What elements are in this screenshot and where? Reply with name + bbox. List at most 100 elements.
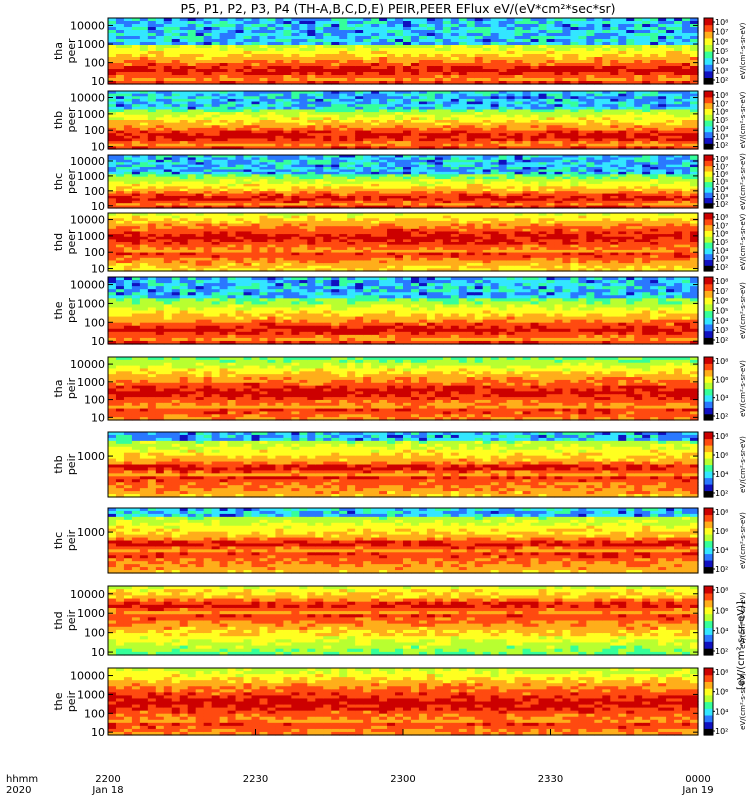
colorbar-units-label: [eV/(cm²-s-sr-eV)]: [736, 601, 747, 690]
y-axis-species-label: peer: [65, 38, 78, 64]
colorbar-tick-label: 10²: [715, 489, 728, 498]
y-tick-label: 10000: [70, 214, 105, 227]
y-tick-label: 1000: [77, 108, 105, 121]
x-tick-date-label: Jan 18: [91, 785, 123, 796]
x-tick-label: 0000: [685, 774, 710, 785]
y-tick-label: 1000: [77, 688, 105, 701]
y-tick-label: 1000: [77, 607, 105, 620]
colorbar-tick-label: 10⁷: [715, 287, 728, 296]
y-axis-species-label: peir: [65, 690, 78, 712]
colorbar-tick-label: 10⁸: [715, 277, 728, 286]
colorbar-tick-label: 10⁶: [715, 451, 728, 460]
heatmap-tha-peer: [108, 18, 699, 85]
y-axis-species-label: peer: [65, 169, 78, 195]
y-tick-label: 10: [91, 726, 105, 739]
y-tick-label: 10: [91, 75, 105, 88]
y-tick-label: 10000: [70, 588, 105, 601]
x-tick-label: 2200: [95, 774, 120, 785]
colorbar-tick-label: 10³: [715, 66, 728, 75]
y-tick-label: 1000: [77, 230, 105, 243]
y-tick-label: 100: [84, 57, 105, 70]
y-tick-label: 1000: [77, 297, 105, 310]
heatmap-thb-peir: [108, 432, 699, 498]
x-axis-label-year: 2020: [6, 785, 31, 796]
x-axis-label-hhmm: hhmm: [6, 774, 38, 785]
colorbar-panel-label: eV/(cm²-s-sr-eV): [739, 213, 747, 270]
colorbar-tick-label: 10⁴: [715, 546, 728, 555]
y-axis-species-label: peir: [65, 609, 78, 631]
y-axis-probe-label: the: [52, 692, 65, 710]
colorbar-tick-label: 10²: [715, 76, 728, 85]
x-tick-date-label: Jan 19: [681, 785, 713, 796]
y-axis-probe-label: thc: [52, 532, 65, 549]
y-axis-probe-label: tha: [52, 42, 65, 60]
colorbar-panel-label: eV/(cm²-s-sr-eV): [739, 436, 747, 493]
colorbar-panel-label: eV/(cm²-s-sr-eV): [739, 512, 747, 569]
colorbar-tick-label: 10⁶: [715, 297, 728, 306]
y-axis-species-label: peir: [65, 453, 78, 475]
colorbar-tick-label: 10⁶: [715, 527, 728, 536]
colorbar-tick-label: 10⁸: [715, 508, 728, 517]
colorbar-tick-label: 10⁷: [715, 28, 728, 37]
colorbar-panel-label: eV/(cm²-s-sr-eV): [739, 91, 747, 148]
y-axis-probe-label: thb: [52, 455, 65, 473]
colorbar-tick-label: 10⁴: [715, 470, 728, 479]
y-tick-label: 10000: [70, 279, 105, 292]
colorbar-tick-label: 10⁶: [715, 688, 728, 697]
y-axis-species-label: peer: [65, 107, 78, 133]
y-tick-label: 10: [91, 646, 105, 659]
y-tick-label: 1000: [77, 376, 105, 389]
colorbar-tick-label: 10²: [715, 565, 728, 574]
colorbar-tick-label: 10⁸: [715, 668, 728, 677]
y-tick-label: 10000: [70, 92, 105, 105]
y-tick-label: 100: [84, 316, 105, 329]
y-axis-probe-label: tha: [52, 379, 65, 397]
y-tick-label: 10000: [70, 155, 105, 168]
colorbar-tick-label: 10²: [715, 200, 728, 209]
colorbar-tick-label: 10²: [715, 727, 728, 736]
y-tick-label: 10000: [70, 670, 105, 683]
colorbar-panel-label: eV/(cm²-s-sr-eV): [739, 282, 747, 339]
y-axis-probe-label: thd: [52, 611, 65, 629]
colorbar-tick-label: 10²: [715, 647, 728, 656]
colorbar-tick-label: 10⁵: [715, 47, 728, 56]
y-tick-label: 10: [91, 141, 105, 154]
colorbar-tick-label: 10⁴: [715, 394, 728, 403]
colorbar-tick-label: 10⁵: [715, 307, 728, 316]
colorbar-tick-label: 10⁴: [715, 316, 728, 325]
heatmap-thb-peer: [108, 91, 699, 150]
colorbar-thc-peir: 10⁸ 10⁶ 10⁴ 10² eV/(cm²-s-sr-eV): [704, 508, 747, 574]
y-tick-label: 100: [84, 124, 105, 137]
y-tick-label: 1000: [77, 38, 105, 51]
heatmap-tha-peir: [108, 357, 699, 421]
y-tick-label: 10000: [70, 358, 105, 371]
colorbar-tick-label: 10²: [715, 336, 728, 345]
y-axis-species-label: peir: [65, 377, 78, 399]
colorbar-tick-label: 10⁶: [715, 37, 728, 46]
colorbar-tick-label: 10⁸: [715, 357, 728, 366]
x-tick-label: 2230: [243, 774, 268, 785]
y-tick-label: 100: [84, 394, 105, 407]
colorbar-tick-label: 10⁸: [715, 18, 728, 27]
y-tick-label: 10: [91, 263, 105, 276]
heatmap-thc-peer: [108, 155, 699, 209]
colorbar-panel-label: eV/(cm²-s-sr-eV): [739, 22, 747, 79]
y-axis-probe-label: thb: [52, 111, 65, 129]
y-tick-label: 100: [84, 627, 105, 640]
y-tick-label: 1000: [77, 170, 105, 183]
heatmap-the-peer: [108, 277, 699, 345]
colorbar-tick-label: 10⁴: [715, 707, 728, 716]
